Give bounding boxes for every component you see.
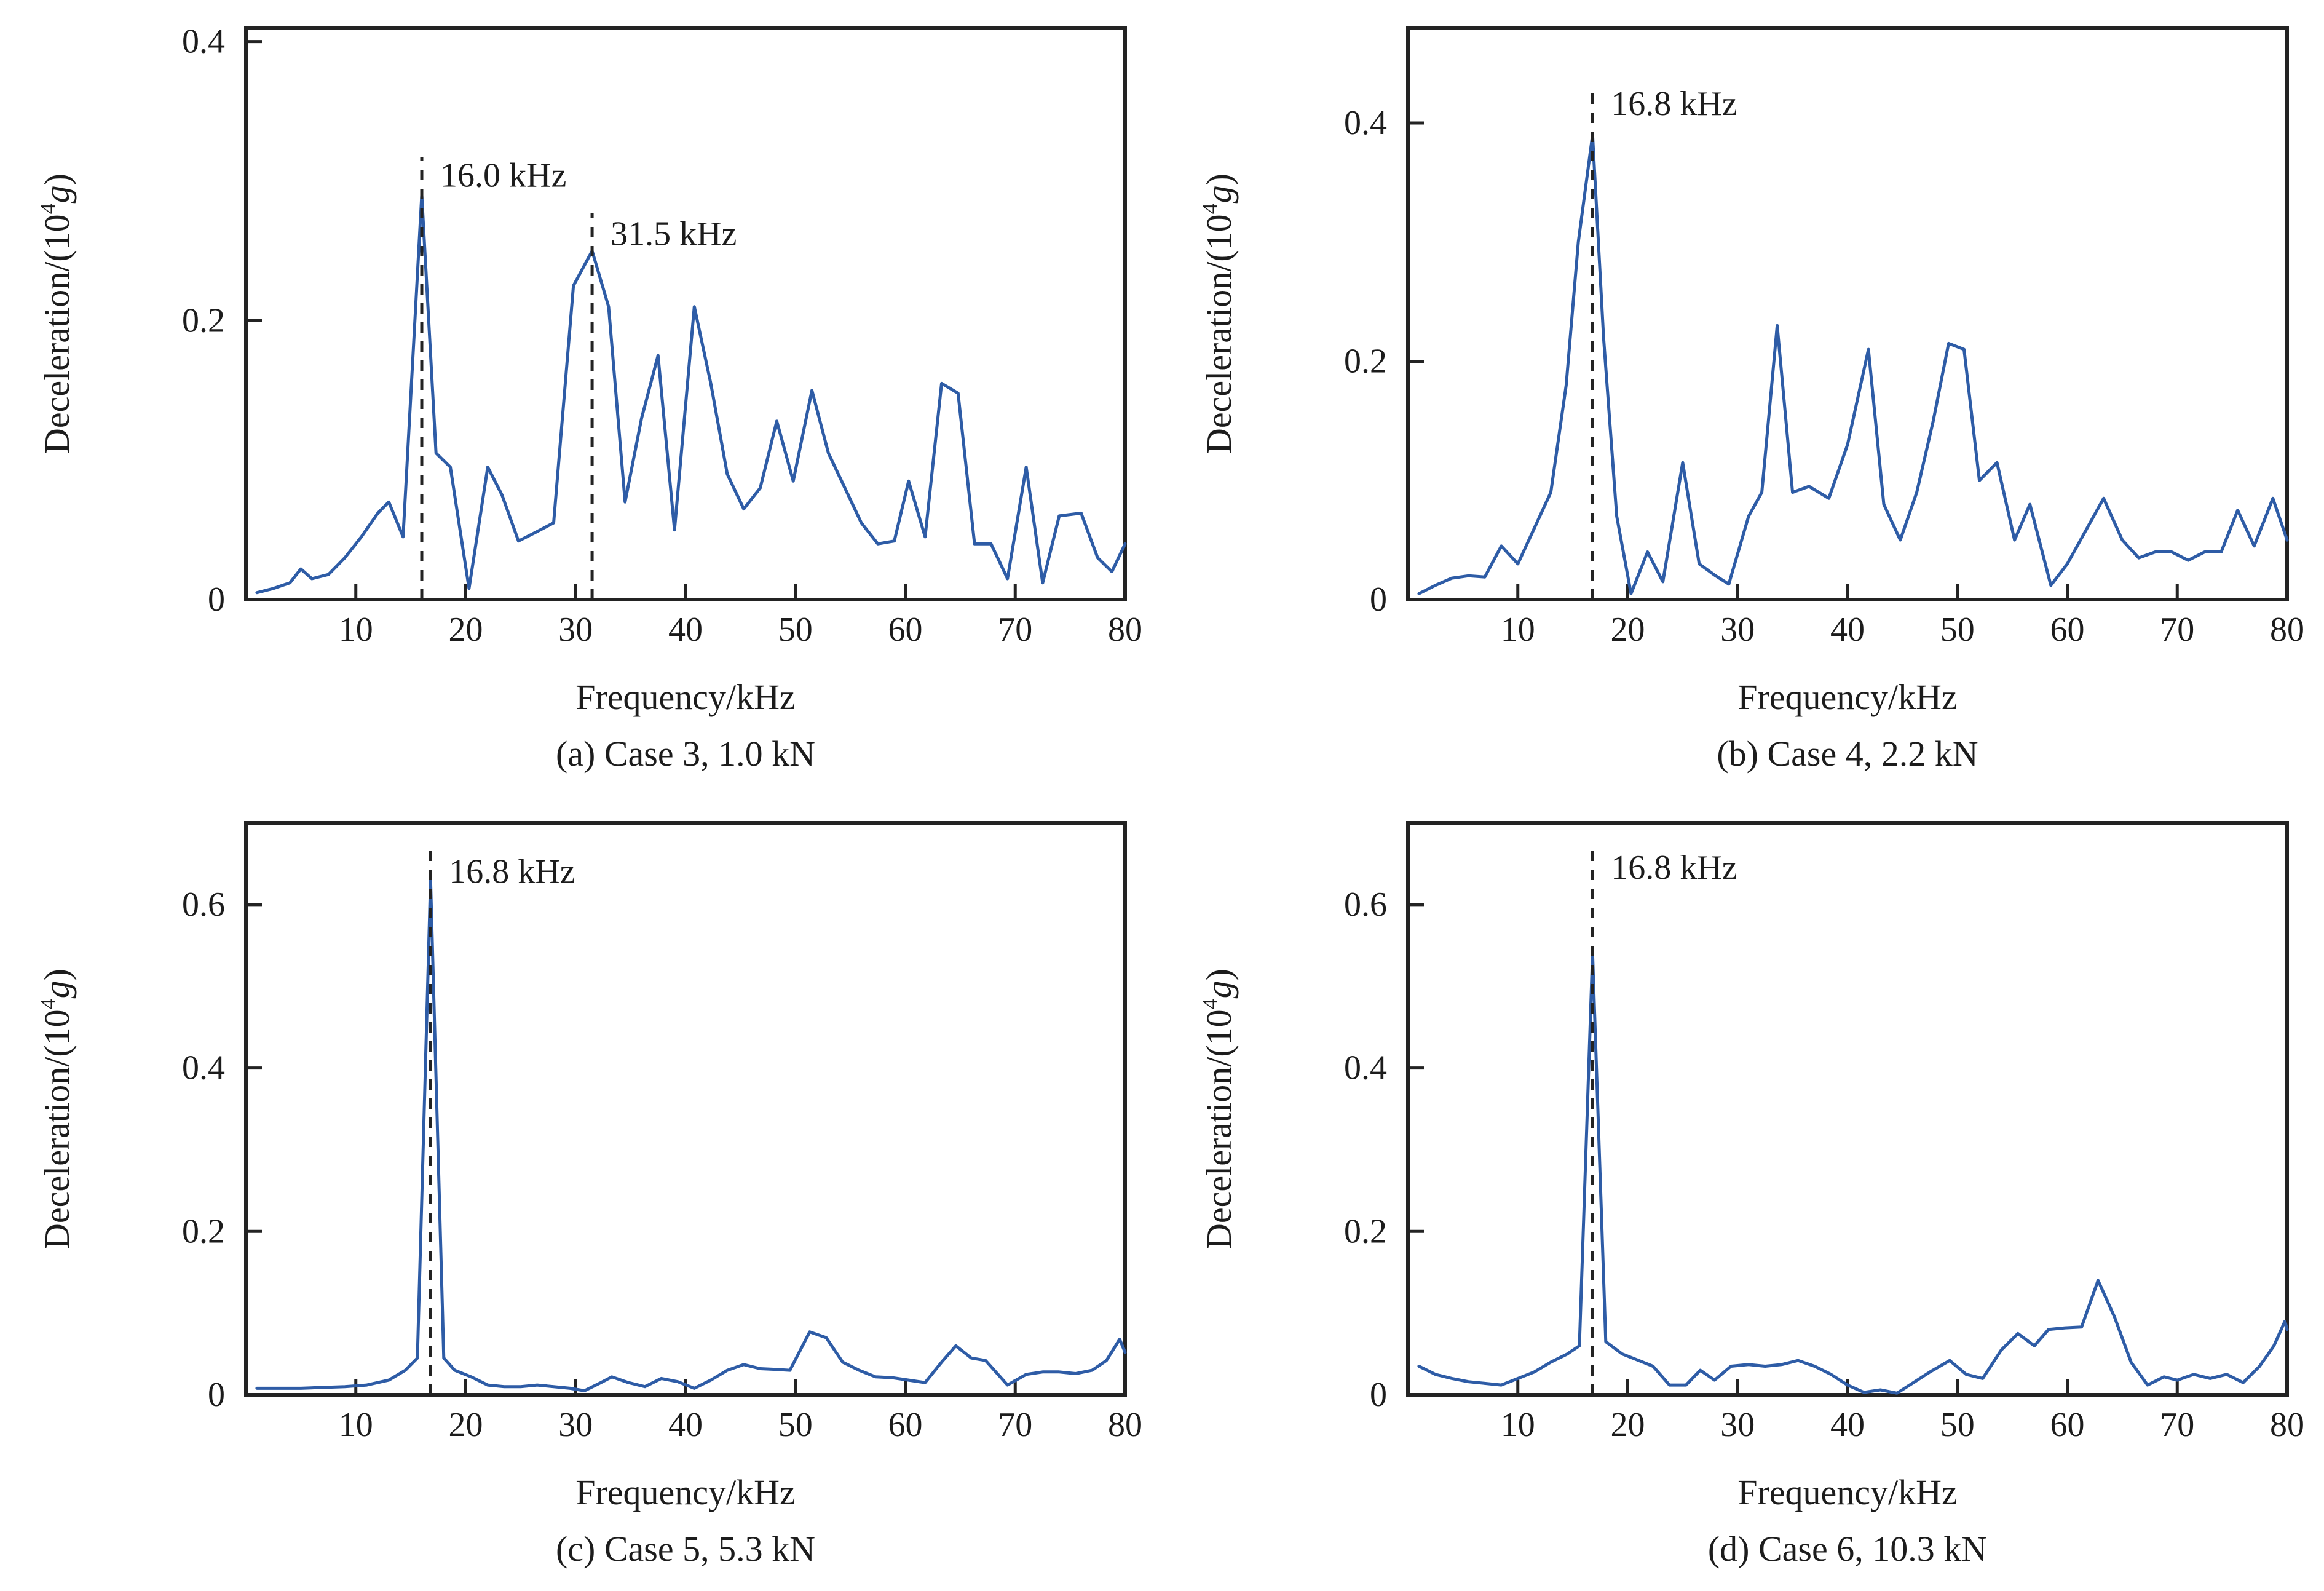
subplot-caption-c: (c) Case 5, 5.3 kN <box>555 1529 816 1569</box>
x-tick-label: 40 <box>668 611 703 649</box>
y-tick-label: 0.4 <box>1344 104 1387 142</box>
x-tick-label: 40 <box>1830 1406 1865 1444</box>
y-tick-label: 0 <box>1370 1376 1387 1414</box>
series-line <box>255 193 1127 595</box>
x-tick-label: 60 <box>888 1406 923 1444</box>
series-line <box>1417 952 2289 1395</box>
y-tick-label: 0.2 <box>1344 343 1387 381</box>
peak-annotation-label: 31.5 kHz <box>611 215 737 253</box>
peak-annotation-label: 16.8 kHz <box>449 853 575 891</box>
y-tick-label: 0 <box>208 1376 225 1414</box>
plot-frame <box>244 821 1127 1397</box>
x-tick-label: 80 <box>1108 611 1142 649</box>
y-tick-label: 0 <box>208 581 225 619</box>
x-tick-label: 10 <box>339 1406 373 1444</box>
x-tick-label: 30 <box>1720 611 1755 649</box>
x-tick-label: 60 <box>2050 611 2085 649</box>
chart-a-svg: 10 20 30 40 50 60 70 80 0 0.2 0.4 Deceleration/(104… <box>36 23 1142 649</box>
subplot-b: 10 20 30 40 50 60 70 80 0 0.2 0.4 Deceleration/(104… <box>1162 0 2324 795</box>
x-tick-label: 50 <box>778 1406 813 1444</box>
x-tick-label: 30 <box>558 611 593 649</box>
peak-annotation-label: 16.8 kHz <box>1611 85 1737 123</box>
subplot-c: 10 20 30 40 50 60 70 80 0 0.2 0.4 0.6 Deceleration/(… <box>0 795 1162 1590</box>
x-tick-label: 20 <box>449 611 483 649</box>
y-axis-title: Deceleration/(104g) <box>36 173 77 454</box>
x-tick-label: 80 <box>1108 1406 1142 1444</box>
x-tick-label: 40 <box>668 1406 703 1444</box>
x-tick-label: 30 <box>1720 1406 1755 1444</box>
y-tick-label: 0 <box>1370 581 1387 619</box>
series-line <box>1417 133 2289 595</box>
y-tick-label: 0.4 <box>182 23 225 61</box>
x-tick-label: 70 <box>998 611 1032 649</box>
x-tick-label: 20 <box>1611 611 1645 649</box>
x-tick-label: 60 <box>2050 1406 2085 1444</box>
x-tick-label: 40 <box>1830 611 1865 649</box>
y-tick-label: 0.2 <box>182 301 225 339</box>
x-tick-label: 70 <box>2160 611 2194 649</box>
x-tick-label: 80 <box>2270 611 2304 649</box>
y-tick-label: 0.6 <box>182 886 225 924</box>
y-tick-label: 0.4 <box>182 1049 225 1087</box>
y-axis-title: Deceleration/(104g) <box>1198 969 1239 1249</box>
x-axis-title-c: Frequency/kHz <box>575 1472 796 1512</box>
chart-b-svg: 10 20 30 40 50 60 70 80 0 0.2 0.4 Deceleration/(104… <box>1198 26 2304 649</box>
subplot-a: 10 20 30 40 50 60 70 80 0 0.2 0.4 Deceleration/(104… <box>0 0 1162 795</box>
subplot-caption-a: (a) Case 3, 1.0 kN <box>555 734 816 774</box>
x-tick-label: 30 <box>558 1406 593 1444</box>
series-line <box>255 878 1127 1392</box>
y-tick-label: 0.2 <box>182 1212 225 1250</box>
subplot-caption-d: (d) Case 6, 10.3 kN <box>1707 1529 1988 1569</box>
x-tick-label: 60 <box>888 611 923 649</box>
y-axis-title: Deceleration/(104g) <box>1198 173 1239 454</box>
subplot-d: 10 20 30 40 50 60 70 80 0 0.2 0.4 0.6 Deceleration/(… <box>1162 795 2324 1590</box>
plot-frame <box>1406 821 2289 1397</box>
x-tick-label: 10 <box>1501 1406 1535 1444</box>
peak-annotation-label: 16.8 kHz <box>1611 849 1737 887</box>
x-tick-label: 20 <box>1611 1406 1645 1444</box>
x-tick-label: 50 <box>778 611 813 649</box>
y-tick-label: 0.6 <box>1344 886 1387 924</box>
x-tick-label: 50 <box>1940 611 1975 649</box>
chart-d-svg: 10 20 30 40 50 60 70 80 0 0.2 0.4 0.6 Deceleration/(… <box>1198 821 2304 1444</box>
subplot-caption-b: (b) Case 4, 2.2 kN <box>1717 734 1978 774</box>
x-tick-label: 70 <box>998 1406 1032 1444</box>
x-tick-label: 10 <box>1501 611 1535 649</box>
x-tick-label: 50 <box>1940 1406 1975 1444</box>
y-tick-label: 0.2 <box>1344 1212 1387 1250</box>
x-tick-label: 70 <box>2160 1406 2194 1444</box>
x-axis-title-d: Frequency/kHz <box>1737 1472 1958 1512</box>
chart-c-svg: 10 20 30 40 50 60 70 80 0 0.2 0.4 0.6 Deceleration/(… <box>36 821 1142 1444</box>
y-tick-label: 0.4 <box>1344 1049 1387 1087</box>
x-tick-label: 10 <box>339 611 373 649</box>
x-axis-title-a: Frequency/kHz <box>575 677 796 717</box>
peak-annotation-label: 16.0 kHz <box>440 156 566 194</box>
x-axis-title-b: Frequency/kHz <box>1737 677 1958 717</box>
y-axis-title: Deceleration/(104g) <box>36 969 77 1249</box>
x-tick-label: 80 <box>2270 1406 2304 1444</box>
x-tick-label: 20 <box>449 1406 483 1444</box>
